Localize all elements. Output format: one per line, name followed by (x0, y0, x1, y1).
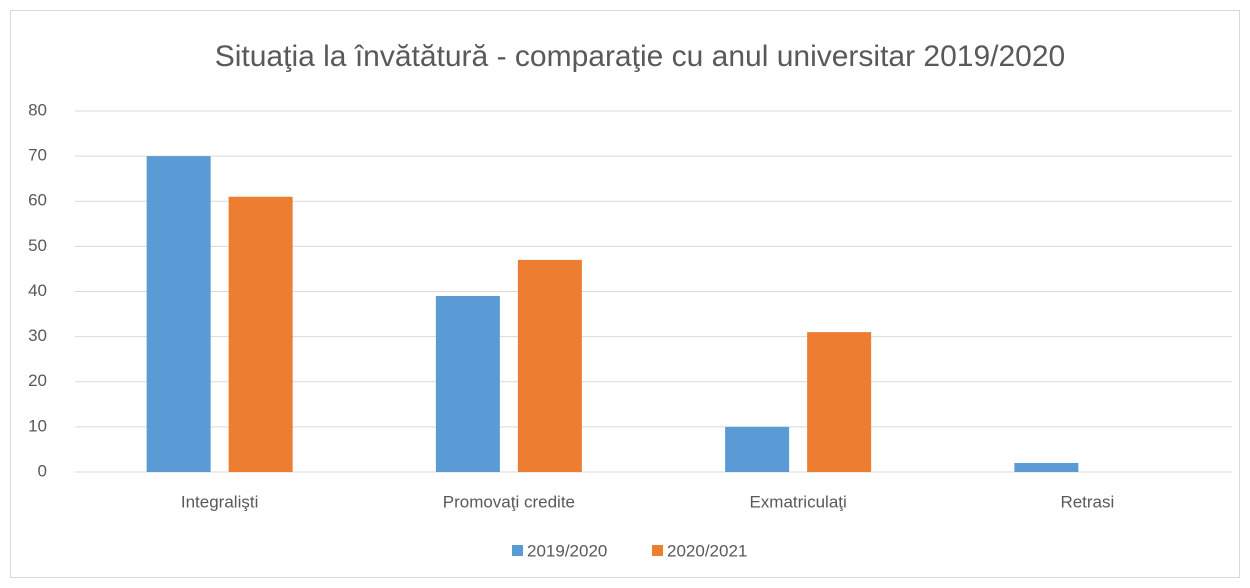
y-tick-label: 10 (28, 416, 47, 435)
bar (435, 296, 500, 472)
legend-swatch (512, 545, 523, 556)
chart-frame (10, 10, 1240, 578)
bar (725, 426, 790, 472)
legend-label: 2020/2021 (667, 541, 747, 560)
bar (1014, 462, 1079, 472)
y-tick-label: 40 (28, 281, 47, 300)
y-tick-label: 20 (28, 371, 47, 390)
legend-label: 2019/2020 (527, 541, 607, 560)
y-tick-label: 0 (38, 461, 47, 480)
y-tick-label: 60 (28, 191, 47, 210)
x-tick-label: Promovaţi credite (443, 492, 575, 511)
bar (228, 196, 293, 473)
y-tick-label: 80 (28, 100, 47, 119)
legend-swatch (652, 545, 663, 556)
x-tick-label: Exmatriculaţi (749, 492, 846, 511)
y-tick-label: 30 (28, 326, 47, 345)
bar (146, 156, 211, 472)
x-tick-label: Integralişti (181, 492, 258, 511)
y-tick-label: 50 (28, 236, 47, 255)
bar (807, 332, 872, 472)
y-tick-label: 70 (28, 146, 47, 165)
chart-title: Situaţia la învătătură - comparaţie cu a… (215, 40, 1066, 73)
x-tick-label: Retrasi (1060, 492, 1114, 511)
bar (517, 259, 582, 472)
